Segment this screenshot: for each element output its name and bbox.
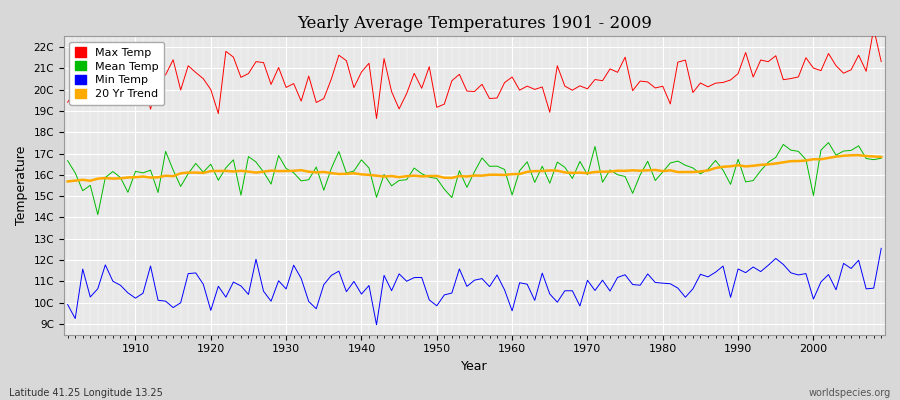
Y-axis label: Temperature: Temperature [15,146,28,225]
Title: Yearly Average Temperatures 1901 - 2009: Yearly Average Temperatures 1901 - 2009 [297,15,652,32]
X-axis label: Year: Year [461,360,488,373]
Text: worldspecies.org: worldspecies.org [809,388,891,398]
Text: Latitude 41.25 Longitude 13.25: Latitude 41.25 Longitude 13.25 [9,388,163,398]
Legend: Max Temp, Mean Temp, Min Temp, 20 Yr Trend: Max Temp, Mean Temp, Min Temp, 20 Yr Tre… [69,42,164,105]
